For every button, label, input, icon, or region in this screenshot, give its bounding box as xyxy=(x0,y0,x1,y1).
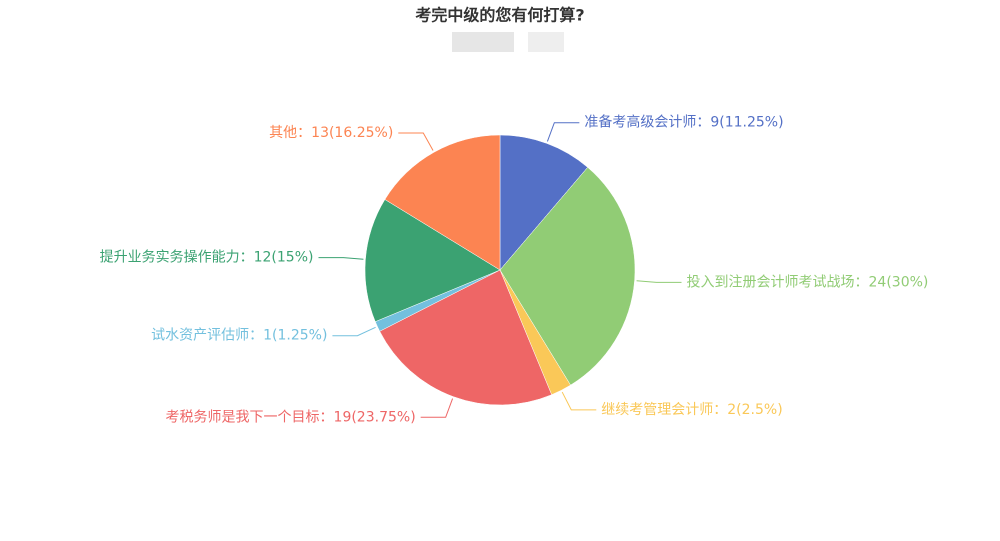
value-label: 24(30%) xyxy=(869,274,929,290)
label-line xyxy=(398,132,434,151)
pie-slice xyxy=(364,199,501,322)
blurred-subtitle xyxy=(452,32,514,52)
value-label: 1(1.25%) xyxy=(263,328,327,344)
chart-title: 考完中级的您有何打算? xyxy=(415,6,584,25)
slice-label: 准备考高级会计师：9(11.25%) xyxy=(584,114,783,131)
label-separator: ： xyxy=(320,409,334,425)
value-label: 12(15%) xyxy=(254,250,314,266)
slice-label: 投入到注册会计师考试战场：24(30%) xyxy=(687,274,929,290)
label-line xyxy=(318,257,364,260)
slice-name: 投入到注册会计师考试战场 xyxy=(687,274,855,290)
slice-name: 考税务师是我下一个目标 xyxy=(166,409,320,425)
slice-name: 其他 xyxy=(269,125,297,141)
label-separator: ： xyxy=(297,125,311,141)
pie-slice xyxy=(384,134,501,271)
label-line xyxy=(546,122,580,142)
pie-slice xyxy=(499,166,636,386)
value-label: 13(16.25%) xyxy=(311,125,393,141)
slice-name: 试水资产评估师 xyxy=(151,328,249,344)
value-label: 9(11.25%) xyxy=(710,115,783,131)
blurred-subtitle xyxy=(528,32,564,52)
value-label: 19(23.75%) xyxy=(334,409,416,425)
slice-label: 继续考管理会计师：2(2.5%) xyxy=(601,401,782,418)
label-line xyxy=(561,391,597,411)
pie-slice xyxy=(379,269,552,406)
slice-name: 提升业务实务操作能力 xyxy=(100,250,240,266)
slice-label: 其他：13(16.25%) xyxy=(269,125,393,141)
label-separator: ： xyxy=(696,115,710,131)
label-separator: ： xyxy=(855,274,869,290)
slice-label: 试水资产评估师：1(1.25%) xyxy=(151,328,327,344)
slice-label: 考税务师是我下一个目标：19(23.75%) xyxy=(166,409,416,425)
label-line xyxy=(636,280,682,283)
label-separator: ： xyxy=(249,328,263,344)
label-line xyxy=(420,398,454,418)
slice-label: 提升业务实务操作能力：12(15%) xyxy=(100,250,314,266)
slice-name: 继续考管理会计师 xyxy=(601,401,713,418)
label-separator: ： xyxy=(713,402,727,418)
slice-name: 准备考高级会计师 xyxy=(584,114,696,131)
label-separator: ： xyxy=(240,250,254,266)
pie-slice xyxy=(499,134,589,271)
value-label: 2(2.5%) xyxy=(727,402,782,418)
label-line xyxy=(332,326,376,337)
